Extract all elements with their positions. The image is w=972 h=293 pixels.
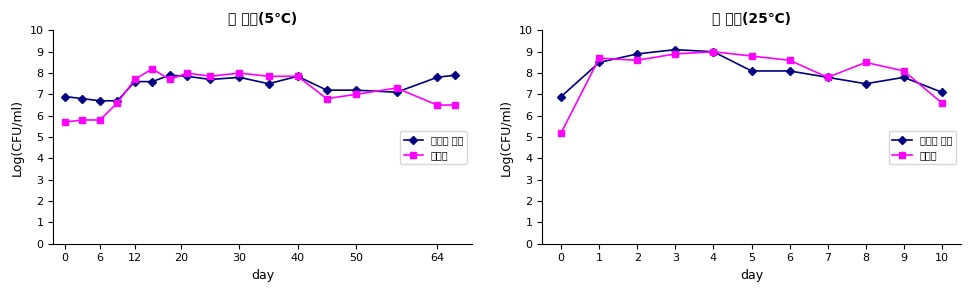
대조구 [350,93,362,96]
대조구 [936,101,948,105]
대조구 [746,54,757,58]
유산균 첨가 [746,69,757,73]
유산균 첨가 [233,76,245,79]
대조구 [860,61,872,64]
대조구 [594,56,606,60]
Title: 총 균수(25℃): 총 균수(25℃) [712,11,791,25]
대조구 [449,103,461,107]
유산균 첨가 [555,95,567,98]
유산균 첨가 [204,78,216,81]
대조구 [262,74,274,78]
대조구 [233,71,245,75]
유산균 첨가 [594,61,606,64]
대조구 [822,76,834,79]
유산균 첨가 [350,88,362,92]
대조구 [59,120,71,124]
대조구 [292,74,303,78]
대조구 [147,67,158,71]
대조구 [391,86,402,90]
유산균 첨가 [262,82,274,86]
대조구 [783,59,795,62]
유산균 첨가 [632,52,643,56]
유산균 첨가 [321,88,332,92]
유산균 첨가 [449,74,461,77]
Legend: 유산균 첨가, 대조구: 유산균 첨가, 대조구 [888,131,956,164]
유산균 첨가 [129,80,141,84]
유산균 첨가 [164,74,176,77]
대조구 [182,71,193,75]
대조구 [77,118,88,122]
유산균 첨가 [112,99,123,103]
유산균 첨가 [147,80,158,84]
대조구 [164,78,176,81]
유산균 첨가 [783,69,795,73]
유산균 첨가 [898,76,910,79]
대조구 [94,118,106,122]
유산균 첨가 [94,99,106,103]
X-axis label: day: day [251,269,274,282]
유산균 첨가 [822,76,834,79]
대조구 [708,50,719,54]
Y-axis label: Log(CFU/ml): Log(CFU/ml) [11,98,24,176]
대조구 [129,78,141,81]
유산균 첨가 [182,74,193,78]
유산균 첨가 [391,91,402,94]
Line: 유산균 첨가: 유산균 첨가 [62,72,458,103]
대조구 [632,59,643,62]
Line: 유산균 첨가: 유산균 첨가 [559,47,945,99]
유산균 첨가 [292,74,303,78]
Line: 대조구: 대조구 [61,65,458,126]
대조구 [432,103,443,107]
대조구 [112,101,123,105]
대조구 [898,69,910,73]
유산균 첨가 [708,50,719,54]
대조구 [204,74,216,78]
유산균 첨가 [936,91,948,94]
대조구 [555,131,567,134]
유산균 첨가 [77,97,88,100]
유산균 첨가 [670,48,681,51]
Y-axis label: Log(CFU/ml): Log(CFU/ml) [500,98,513,176]
유산균 첨가 [59,95,71,98]
X-axis label: day: day [740,269,763,282]
Title: 총 균수(5℃): 총 균수(5℃) [228,11,297,25]
유산균 첨가 [860,82,872,86]
Legend: 유산균 첨가, 대조구: 유산균 첨가, 대조구 [399,131,468,164]
Line: 대조구: 대조구 [558,48,946,136]
대조구 [670,52,681,56]
대조구 [321,97,332,100]
유산균 첨가 [432,76,443,79]
